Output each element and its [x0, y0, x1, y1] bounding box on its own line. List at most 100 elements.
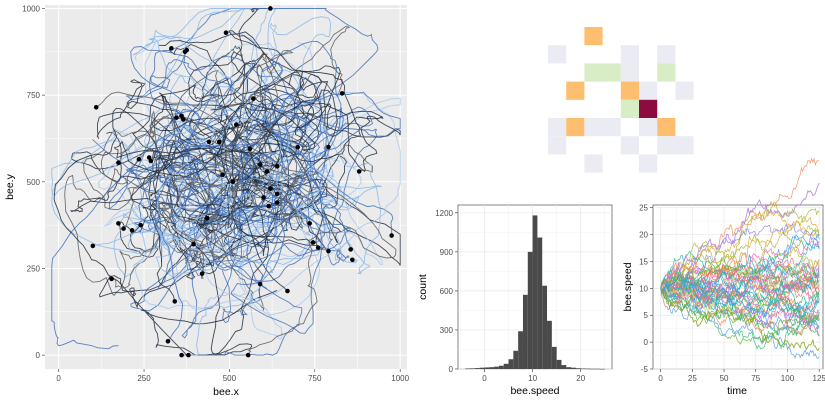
x-tick-label: 125	[813, 374, 825, 383]
tile-green	[584, 63, 603, 82]
histogram-bar	[595, 368, 600, 370]
endpoint-dot	[206, 139, 212, 145]
trajectory-path	[210, 65, 401, 292]
histogram-bar	[489, 367, 495, 369]
trajectory-path	[125, 49, 378, 234]
endpoint-dot	[93, 104, 99, 110]
endpoint-dot	[174, 115, 179, 120]
endpoint-dot	[350, 257, 355, 263]
tile-lavender	[548, 136, 567, 155]
speed-y-label: bee.speed	[622, 262, 634, 311]
histogram-bar	[580, 368, 586, 370]
tile-lavender	[620, 136, 639, 155]
endpoint-dot	[245, 352, 251, 358]
tile-lavender	[675, 81, 694, 100]
trajectory-path	[138, 133, 303, 356]
trajectory-paths	[51, 8, 401, 356]
trajectory-y-label: bee.y	[4, 173, 16, 199]
endpoint-dot	[326, 248, 331, 254]
histogram-y-ticks: 0 300 600 900 1200	[435, 209, 458, 374]
histogram-bar	[571, 367, 576, 369]
histogram-bar	[518, 331, 523, 369]
tile-lavender	[584, 118, 603, 137]
histogram-bar	[556, 359, 562, 369]
y-tick-label: 300	[440, 326, 454, 335]
histogram-bar	[542, 285, 548, 369]
endpoint-dot	[274, 200, 280, 205]
speed-line	[660, 223, 820, 301]
y-tick-label: 0	[449, 365, 454, 374]
tile-lavender	[657, 45, 676, 64]
histogram-bar	[532, 215, 538, 369]
tile-lavender	[620, 45, 639, 64]
endpoint-dot	[179, 113, 184, 119]
endpoint-dot	[146, 155, 152, 160]
speed-line	[660, 266, 820, 298]
tile-orange	[657, 118, 676, 137]
endpoint-dot	[264, 169, 270, 174]
y-tick-label: 0	[36, 351, 41, 360]
tile-lavender	[548, 45, 567, 64]
endpoint-dot	[268, 6, 273, 11]
endpoint-dot	[116, 160, 121, 166]
histogram-bar	[561, 365, 567, 369]
endpoint-dot	[199, 271, 205, 276]
endpoint-dot	[186, 352, 191, 358]
tile-lavender	[602, 118, 621, 137]
trajectory-path	[51, 8, 293, 272]
x-tick-label: 500	[223, 374, 237, 383]
y-tick-label: 5	[644, 311, 649, 320]
x-tick-label: 1000	[391, 374, 409, 383]
trajectory-path	[51, 113, 325, 350]
speed-line	[660, 280, 820, 345]
endpoint-dot	[182, 49, 188, 55]
tile-green	[657, 63, 676, 82]
speed-line	[660, 225, 820, 300]
trajectory-path	[154, 91, 401, 342]
speed-x-label: time	[727, 385, 747, 397]
histogram-bar	[474, 368, 480, 369]
x-tick-label: 75	[751, 374, 760, 383]
histogram-bar	[527, 251, 533, 369]
x-tick-label: 0	[56, 374, 61, 383]
trajectory-path	[167, 8, 358, 264]
trajectory-path	[113, 70, 361, 302]
y-tick-label: 250	[27, 264, 41, 273]
speed-line	[660, 275, 820, 319]
endpoint-dot	[257, 162, 263, 167]
speed-line	[660, 287, 820, 352]
x-tick-label: 20	[576, 374, 585, 383]
endpoint-dot	[348, 247, 353, 252]
tile-green	[602, 63, 621, 82]
endpoint-dot	[204, 215, 210, 221]
x-tick-label: 100	[781, 374, 795, 383]
y-tick-label: 20	[639, 231, 648, 240]
endpoint-dot	[172, 299, 178, 304]
endpoint-dot	[220, 172, 225, 178]
y-tick-label: 15	[639, 257, 648, 266]
trajectory-path	[100, 117, 318, 289]
speed-line	[660, 252, 820, 307]
speed-line	[660, 255, 820, 312]
histogram-y-label: count	[417, 274, 429, 300]
endpoint-dot	[247, 146, 253, 152]
y-tick-label: -5	[641, 365, 649, 374]
trajectory-path	[95, 69, 236, 253]
tile-green	[620, 99, 639, 118]
endpoint-dot	[356, 169, 362, 174]
tile-lavender	[639, 118, 658, 137]
y-tick-label: 750	[27, 91, 41, 100]
trajectory-path	[53, 107, 282, 356]
endpoint-dot	[109, 276, 114, 282]
trajectory-path	[103, 161, 315, 297]
histogram-bar	[551, 346, 557, 369]
speed-x-ticks: 0 25 50 75 100 125	[658, 369, 825, 383]
histogram-bar	[599, 368, 605, 370]
speed-line	[660, 234, 820, 291]
trajectory-plot: 0 250 500 750 1000 0 250 500 750 1000 bee.x bee.…	[4, 4, 410, 398]
endpoint-dot	[179, 352, 184, 358]
trajectory-path	[158, 30, 324, 248]
speed-line	[660, 261, 820, 315]
tile-maroon	[639, 99, 658, 118]
tile-lavender	[657, 136, 676, 155]
